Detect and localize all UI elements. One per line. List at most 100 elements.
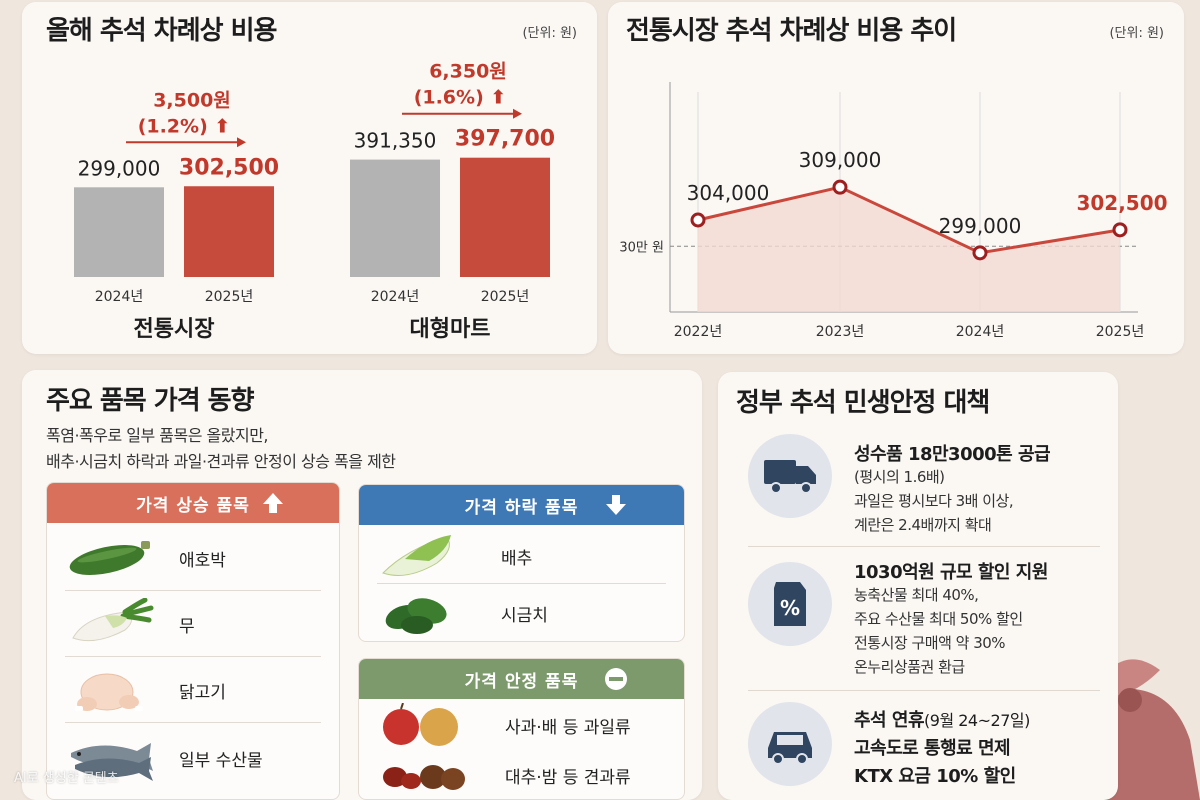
data-label: 309,000 [799, 148, 882, 172]
price-down-header: 가격 하락 품목 [359, 485, 684, 525]
item-label: 배추 [501, 548, 533, 569]
description-line-2: 배추·시금치 하락과 과일·견과류 안정이 상승 폭을 제한 [46, 452, 396, 471]
divider [748, 690, 1100, 691]
unit-label: (단위: 원) [1109, 26, 1164, 41]
group-label: 대형마트 [410, 317, 491, 342]
policy-head: 성수품 18만3000톤 공급 [854, 444, 1051, 465]
data-point [690, 212, 706, 228]
tick-label: 2022년 [674, 324, 723, 340]
series-line [697, 185, 1121, 255]
area-fill [698, 187, 1120, 312]
policy-line: 온누리상품권 환급 [854, 658, 965, 676]
list-item: 시금치 [359, 585, 684, 641]
list-item: 무 [47, 593, 339, 655]
data-label: 299,000 [939, 214, 1022, 238]
policy-line: KTX 요금 10% 할인 [854, 766, 1016, 787]
truck-icon [764, 460, 816, 494]
item-label: 애호박 [179, 550, 226, 571]
policy-line: 전통시장 구매액 약 30% [854, 634, 1006, 652]
price-stable-header: 가격 안정 품목 [359, 659, 684, 699]
divider [65, 722, 321, 723]
price-up-title: 가격 상승 품목 [136, 495, 250, 516]
policy-icon-circle [748, 434, 832, 518]
policy-line: 주요 수산물 최대 50% 할인 [854, 610, 1023, 628]
price-up-header: 가격 상승 품목 [47, 483, 339, 523]
line-chart: 2022년 2023년 2024년 2025년 30만 원 304,000 309,000 2… [619, 82, 1168, 340]
panel-title: 주요 품목 가격 동향 [46, 386, 255, 416]
watermark: AI로 생성한 콘텐츠 [14, 771, 119, 786]
policy-item: 추석 연휴(9월 24~27일) 고속도로 통행료 면제 KTX 요금 10% … [718, 698, 1118, 798]
tick-label: 2025년 [1096, 324, 1145, 340]
spinach-icon [385, 598, 447, 634]
divider [65, 590, 321, 591]
list-item: 닭고기 [47, 659, 339, 721]
data-point [972, 245, 988, 261]
price-stable-title: 가격 안정 품목 [464, 671, 579, 692]
trend-panel: 전통시장 추석 차례상 비용 추이 (단위: 원) 2022년 2023년 2024… [608, 2, 1184, 354]
item-label: 대추·밤 등 견과류 [505, 767, 631, 788]
list-item: 애호박 [47, 527, 339, 589]
change-arrow-head [237, 137, 246, 148]
policy-head: 1030억원 규모 할인 지원 [854, 562, 1048, 583]
data-label: 302,500 [1076, 191, 1167, 215]
bar [460, 157, 550, 277]
policy-head-suffix: (9월 24~27일) [924, 711, 1030, 730]
bar [184, 186, 274, 277]
tick-label: 2024년 [956, 324, 1005, 340]
divider [377, 583, 666, 584]
policy-line: 농축산물 최대 40%, [854, 586, 979, 604]
price-up-box: 가격 상승 품목 애호박 무 [46, 482, 340, 800]
data-label: 397,700 [455, 127, 555, 152]
tick-label: 2024년 [95, 289, 144, 305]
data-label: 391,350 [354, 129, 437, 153]
policy-line: 고속도로 통행료 면제 [854, 738, 1011, 759]
policy-panel: 정부 추석 민생안정 대책 성수품 18만3000톤 공급 (평시의 1.6배)… [718, 372, 1118, 800]
data-label: 302,500 [179, 155, 279, 180]
change-percent: (1.6%) ⬆ [414, 87, 507, 109]
policy-head: 추석 연휴(9월 24~27일) [854, 706, 1030, 732]
apple-pear-icon [383, 703, 458, 746]
panel-title: 올해 추석 차례상 비용 [46, 16, 277, 46]
bar [350, 159, 440, 277]
tick-label: 2025년 [481, 289, 530, 305]
cabbage-icon [382, 535, 451, 576]
cost-comparison-panel: 올해 추석 차례상 비용 (단위: 원) 299,000 2024년 302,500… [22, 2, 597, 354]
jujube-chestnut-icon [383, 765, 465, 790]
price-trend-panel: 주요 품목 가격 동향 폭염·폭우로 일부 품목은 올랐지만, 배추·시금치 하… [22, 370, 702, 800]
change-amount: 6,350원 [429, 61, 507, 83]
item-label: 사과·배 등 과일류 [505, 717, 631, 738]
list-item: 배추 [359, 529, 684, 583]
policy-head-main: 추석 연휴 [854, 710, 925, 731]
unit-label: (단위: 원) [522, 26, 577, 41]
list-item: 일부 수산물 [47, 725, 339, 791]
item-label: 닭고기 [179, 682, 226, 703]
policy-icon-circle: % [748, 562, 832, 646]
description-line-1: 폭염·폭우로 일부 품목은 올랐지만, [46, 426, 269, 445]
policy-line: 계란은 2.4배까지 확대 [854, 516, 992, 534]
data-label: 304,000 [687, 181, 770, 205]
minus-icon [605, 668, 627, 690]
policy-line: 과일은 평시보다 3배 이상, [854, 492, 1014, 510]
zucchini-icon [69, 541, 150, 575]
price-stable-box: 가격 안정 품목 사과·배 등 과일류 대추·밤 등 견과류 [358, 658, 685, 800]
chicken-icon [75, 673, 143, 711]
change-percent: (1.2%) ⬆ [138, 115, 231, 137]
tick-label: 2025년 [205, 289, 254, 305]
arrow-up-icon [263, 493, 283, 513]
discount-tag-icon: % [774, 582, 806, 626]
car-icon [768, 732, 812, 765]
change-amount: 3,500원 [153, 89, 231, 111]
panel-title: 정부 추석 민생안정 대책 [736, 388, 990, 418]
item-label: 일부 수산물 [179, 750, 263, 771]
divider [748, 546, 1100, 547]
price-down-title: 가격 하락 품목 [464, 497, 579, 518]
item-label: 시금치 [501, 605, 548, 626]
policy-icon-circle [748, 702, 832, 786]
divider [65, 656, 321, 657]
change-arrow-head [513, 108, 522, 119]
data-label: 299,000 [78, 156, 161, 180]
list-item: 대추·밤 등 견과류 [359, 751, 684, 799]
bar [74, 187, 164, 277]
tick-label: 2024년 [371, 289, 420, 305]
